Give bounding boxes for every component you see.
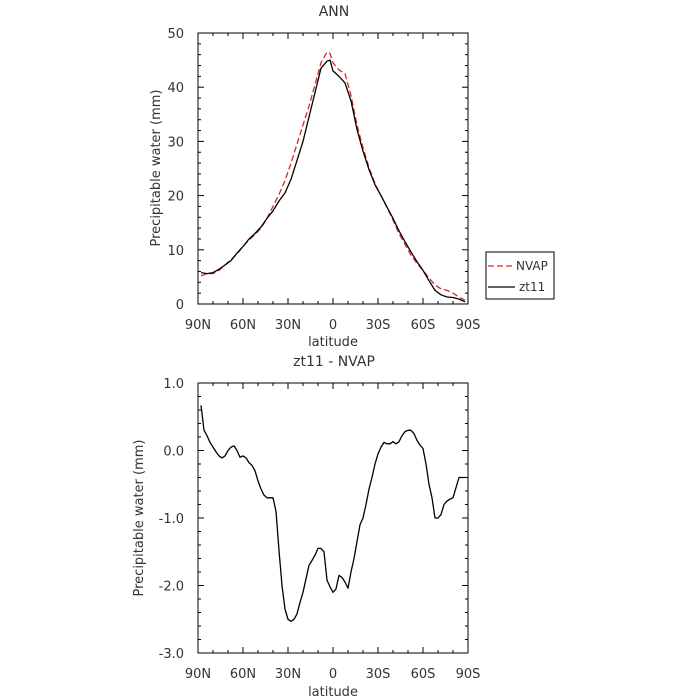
chart-ann-x-tick-label: 60S xyxy=(411,318,436,333)
chart-ann: ANN 90N 60N 30N 0 30S 60S 90S 0 10 20 30 40 50 lati… xyxy=(149,4,555,350)
chart-ann-series-line-zt11 xyxy=(200,59,466,303)
legend-label-nvap: NVAP xyxy=(516,259,548,273)
chart-diff: zt11 - NVAP 90N 60N 30N 0 30S 60S 90S 1.0 0.0 -1… xyxy=(132,354,480,700)
chart-ann-y-ticks: 0 10 20 30 40 50 xyxy=(167,27,468,313)
chart-diff-y-tick-label: 1.0 xyxy=(163,377,184,392)
chart-diff-y-tick-label: -3.0 xyxy=(159,647,184,662)
chart-ann-y-tick-label: 0 xyxy=(176,298,184,313)
chart-diff-x-tick-label: 90S xyxy=(456,667,481,682)
chart-diff-y-label: Precipitable water (mm) xyxy=(132,440,147,597)
chart-ann-legend: NVAP zt11 xyxy=(485,251,555,300)
chart-diff-y-tick-label: -1.0 xyxy=(159,512,184,527)
chart-ann-x-tick-label: 90N xyxy=(185,318,211,333)
chart-diff-x-tick-label: 60N xyxy=(230,667,256,682)
chart-ann-x-label: latitude xyxy=(308,335,358,350)
chart-ann-x-tick-label: 90S xyxy=(456,318,481,333)
chart-ann-x-tick-label: 30N xyxy=(275,318,301,333)
chart-diff-x-tick-label: 60S xyxy=(411,667,436,682)
chart-diff-y-ticks: 1.0 0.0 -1.0 -2.0 -3.0 xyxy=(159,377,468,662)
chart-ann-y-tick-label: 30 xyxy=(167,135,184,150)
chart-diff-x-tick-label: 30S xyxy=(366,667,391,682)
chart-diff-x-ticks: 90N 60N 30N 0 30S 60S 90S xyxy=(185,383,481,682)
legend-box xyxy=(485,251,555,300)
chart-ann-series xyxy=(200,51,466,303)
chart-ann-series-line-nvap xyxy=(200,51,466,301)
chart-diff-x-tick-label: 30N xyxy=(275,667,301,682)
chart-diff-x-label: latitude xyxy=(308,685,358,700)
chart-ann-y-label: Precipitable water (mm) xyxy=(149,90,164,247)
chart-ann-title: ANN xyxy=(319,4,350,20)
chart-diff-series-line-0 xyxy=(200,405,465,622)
chart-ann-x-tick-label: 30S xyxy=(366,318,391,333)
chart-ann-frame xyxy=(197,32,469,305)
chart-ann-y-tick-label: 20 xyxy=(167,190,184,205)
chart-ann-y-tick-label: 10 xyxy=(167,244,184,259)
chart-diff-frame xyxy=(197,382,469,654)
chart-diff-series xyxy=(200,405,465,622)
chart-diff-y-tick-label: 0.0 xyxy=(163,445,184,460)
chart-ann-y-tick-label: 40 xyxy=(167,81,184,96)
chart-ann-x-ticks: 90N 60N 30N 0 30S 60S 90S xyxy=(185,33,481,333)
chart-diff-x-tick-label: 90N xyxy=(185,667,211,682)
chart-diff-x-tick-label: 0 xyxy=(329,667,337,682)
chart-diff-y-tick-label: -2.0 xyxy=(159,580,184,595)
chart-ann-x-tick-label: 0 xyxy=(329,318,337,333)
chart-ann-x-tick-label: 60N xyxy=(230,318,256,333)
legend-label-zt11: zt11 xyxy=(519,280,545,294)
chart-diff-title: zt11 - NVAP xyxy=(293,354,375,370)
chart-ann-y-tick-label: 50 xyxy=(167,27,184,42)
